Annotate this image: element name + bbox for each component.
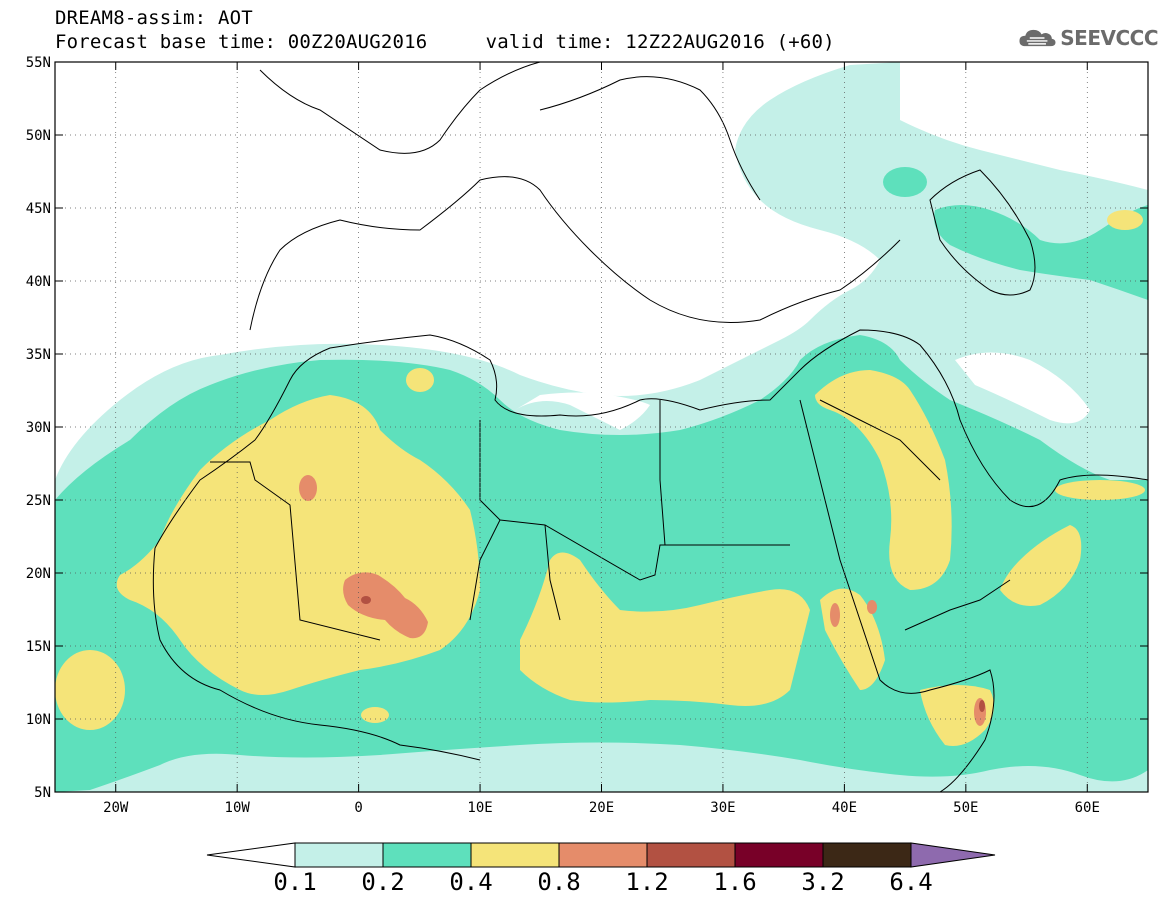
latitude-labels: 55N 50N 45N 40N 35N 30N 25N 20N 15N 10N 5N	[26, 55, 51, 801]
colorbar-swatch	[646, 842, 736, 868]
logo-text: SEEVCCC	[1060, 26, 1158, 50]
longitude-labels: 20W 10W 0 10E 20E 30E 40E 50E 60E	[103, 800, 1100, 816]
axis-ticks	[55, 61, 1148, 793]
aot-patch-nigeria	[361, 707, 389, 723]
aot-gap-libya	[515, 392, 650, 430]
forecast-times: Forecast base time: 00Z20AUG2016 valid t…	[55, 31, 835, 53]
lat-label: 35N	[26, 347, 51, 363]
lat-label: 15N	[26, 639, 51, 655]
lat-label: 25N	[26, 493, 51, 509]
aot-contour-0.2-caspian	[934, 205, 1148, 300]
colorbar-label: 0.2	[361, 868, 405, 896]
lat-label: 20N	[26, 566, 51, 582]
aot-patch-caspian-east	[1107, 210, 1143, 230]
lon-label: 20W	[103, 800, 129, 816]
aot-contour-0.4-horn	[920, 685, 994, 746]
aot-patch-sudan	[867, 600, 877, 614]
colorbar-swatch	[470, 842, 560, 868]
coastlines	[152, 62, 1148, 792]
colorbar-swatch	[822, 842, 912, 868]
colorbar-label: 0.8	[537, 868, 581, 896]
aot-patch-max	[361, 596, 371, 604]
colorbar-swatch	[382, 842, 472, 868]
colorbar-swatch	[558, 842, 648, 868]
lat-label: 30N	[26, 420, 51, 436]
colorbar-high-arrow	[910, 842, 996, 868]
aot-patch-black-sea	[883, 167, 927, 197]
lat-label: 10N	[26, 712, 51, 728]
colorbar-label: 1.6	[713, 868, 757, 896]
aot-contour-0.4-sahel	[520, 552, 810, 706]
aot-patch-gulf	[1055, 480, 1145, 500]
colorbar-label: 0.1	[273, 868, 317, 896]
lat-label: 45N	[26, 201, 51, 217]
aot-patch-algeria	[406, 368, 434, 392]
aot-gap-iran	[955, 352, 1090, 424]
lon-label: 40E	[832, 800, 857, 816]
colorbar-swatch	[294, 842, 384, 868]
lat-label: 40N	[26, 274, 51, 290]
colorbar-label: 0.4	[449, 868, 493, 896]
lon-label: 30E	[710, 800, 735, 816]
lon-label: 0	[354, 800, 362, 816]
colorbar-swatch	[734, 842, 824, 868]
graticule	[55, 62, 1148, 792]
seevccc-logo: SEEVCCC	[1018, 21, 1158, 55]
aot-patch-mauritania	[299, 475, 317, 501]
lon-label: 60E	[1075, 800, 1100, 816]
lat-label: 55N	[26, 55, 51, 71]
colorbar-label: 3.2	[801, 868, 845, 896]
cloud-icon	[1019, 29, 1056, 47]
aot-patch-eritrea	[830, 603, 840, 627]
aot-patch-west-africa	[55, 650, 125, 730]
colorbar-label: 1.2	[625, 868, 669, 896]
lat-label: 50N	[26, 128, 51, 144]
lat-label: 5N	[34, 785, 51, 801]
map-title: DREAM8-assim: AOT	[55, 7, 253, 29]
colorbar-low-arrow	[206, 842, 296, 868]
aot-contour-0.4-oman	[1000, 525, 1082, 606]
lon-label: 50E	[953, 800, 978, 816]
colorbar	[206, 842, 996, 868]
aot-contour-0.4-arabia	[815, 370, 952, 590]
lon-label: 10E	[467, 800, 492, 816]
colorbar-label: 6.4	[889, 868, 933, 896]
aot-contour-0.8-mali	[343, 572, 428, 639]
aot-patch-somalia-max	[979, 700, 985, 712]
lon-label: 10W	[225, 800, 251, 816]
lon-label: 20E	[589, 800, 614, 816]
